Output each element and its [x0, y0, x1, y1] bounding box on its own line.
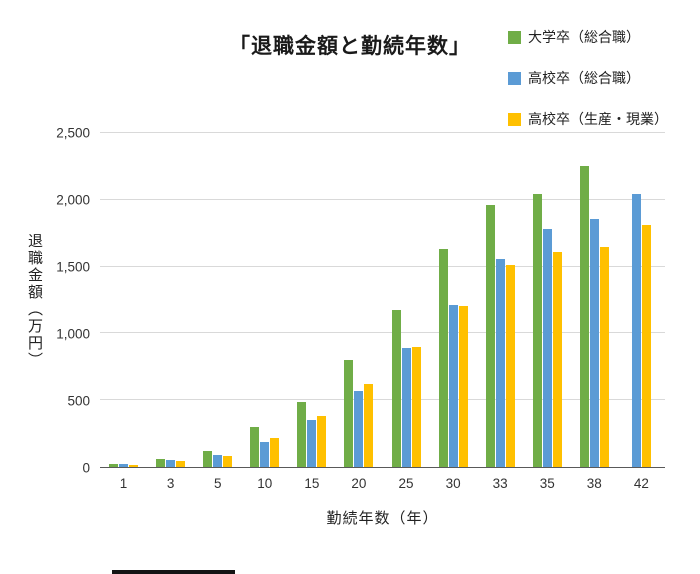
bar	[270, 438, 280, 467]
bar	[552, 251, 562, 467]
bar	[203, 450, 213, 467]
bar-group	[288, 133, 335, 467]
x-tick-label: 3	[166, 476, 175, 491]
bar	[354, 390, 364, 467]
bar	[458, 306, 468, 467]
chart-title: 「退職金額と勤続年数」	[229, 35, 471, 58]
bar-group	[477, 133, 524, 467]
gridline	[100, 132, 665, 133]
gridline	[100, 198, 665, 200]
x-tick-label: 33	[492, 476, 508, 491]
plot-area	[100, 132, 665, 468]
x-tick-label: 42	[633, 476, 649, 491]
y-tick-label: 2,000	[56, 192, 90, 208]
legend-label: 大学卒（総合職）	[528, 29, 640, 45]
legend-item: 大学卒（総合職）	[508, 27, 668, 47]
x-tick-label: 10	[257, 476, 273, 491]
bar	[411, 347, 421, 467]
bar-group	[430, 133, 477, 467]
x-tick-label: 1	[119, 476, 128, 491]
bar	[579, 166, 589, 467]
bar-group	[335, 133, 382, 467]
x-tick-label: 15	[304, 476, 320, 491]
gridline	[100, 265, 665, 267]
legend-item: 高校卒（総合職）	[508, 68, 668, 88]
bar	[317, 415, 327, 467]
bar	[307, 420, 317, 467]
x-tick-label: 30	[445, 476, 461, 491]
bar	[599, 247, 609, 467]
legend-swatch-blue	[508, 71, 521, 85]
bar	[631, 194, 641, 467]
bar	[223, 455, 233, 467]
bar	[250, 426, 260, 467]
bar-group	[147, 133, 194, 467]
gridlines	[100, 132, 665, 467]
legend-label: 高校卒（総合職）	[528, 70, 640, 86]
bottom-edge-line	[112, 570, 235, 574]
bar	[448, 304, 458, 467]
x-tick-label: 35	[539, 476, 555, 491]
bar	[344, 360, 354, 467]
bar	[297, 401, 307, 467]
bar	[260, 441, 270, 467]
bar	[156, 458, 166, 467]
bar	[109, 463, 119, 467]
bar	[589, 219, 599, 467]
legend-item: 高校卒（生産・現業）	[508, 109, 668, 129]
bar	[364, 384, 374, 467]
y-tick-label: 2,500	[56, 125, 90, 141]
x-axis-title: 勤続年数（年）	[326, 510, 439, 527]
x-tick-label: 25	[398, 476, 414, 491]
bar-group	[571, 133, 618, 467]
legend-label: 高校卒（生産・現業）	[528, 111, 668, 127]
y-tick-label: 1,000	[56, 326, 90, 342]
bar	[495, 258, 505, 467]
x-tick-label: 20	[351, 476, 367, 491]
bar	[438, 249, 448, 467]
bar	[641, 225, 651, 467]
bar-group	[194, 133, 241, 467]
bar	[505, 264, 515, 467]
x-tick-labels: 1 3 5 10 15 20 25 30 33 35 38 42	[100, 476, 665, 491]
bar-groups	[100, 133, 665, 467]
y-tick-label: 500	[67, 393, 90, 409]
bar	[166, 460, 176, 467]
bar	[119, 464, 129, 467]
legend: 大学卒（総合職） 高校卒（総合職） 高校卒（生産・現業）	[508, 27, 668, 129]
bar	[485, 205, 495, 467]
legend-swatch-green	[508, 30, 521, 44]
bar	[401, 348, 411, 467]
bar	[176, 461, 186, 467]
bar-group	[618, 133, 665, 467]
bar	[532, 194, 542, 467]
bar	[391, 310, 401, 467]
y-tick-label: 0	[82, 460, 90, 476]
y-axis-title: 退職金額（万円）	[26, 232, 43, 369]
y-tick-label: 1,500	[56, 259, 90, 275]
gridline	[100, 399, 665, 401]
x-tick-label: 38	[586, 476, 602, 491]
legend-swatch-yellow	[508, 112, 521, 126]
gridline	[100, 332, 665, 334]
bar	[213, 454, 223, 467]
bar-group	[241, 133, 288, 467]
x-tick-label: 5	[213, 476, 222, 491]
y-tick-labels: 0 500 1,000 1,500 2,000 2,500	[0, 126, 90, 476]
bar-group	[100, 133, 147, 467]
bar-group	[524, 133, 571, 467]
bar	[129, 465, 139, 467]
bar-group	[382, 133, 429, 467]
bar	[542, 229, 552, 467]
